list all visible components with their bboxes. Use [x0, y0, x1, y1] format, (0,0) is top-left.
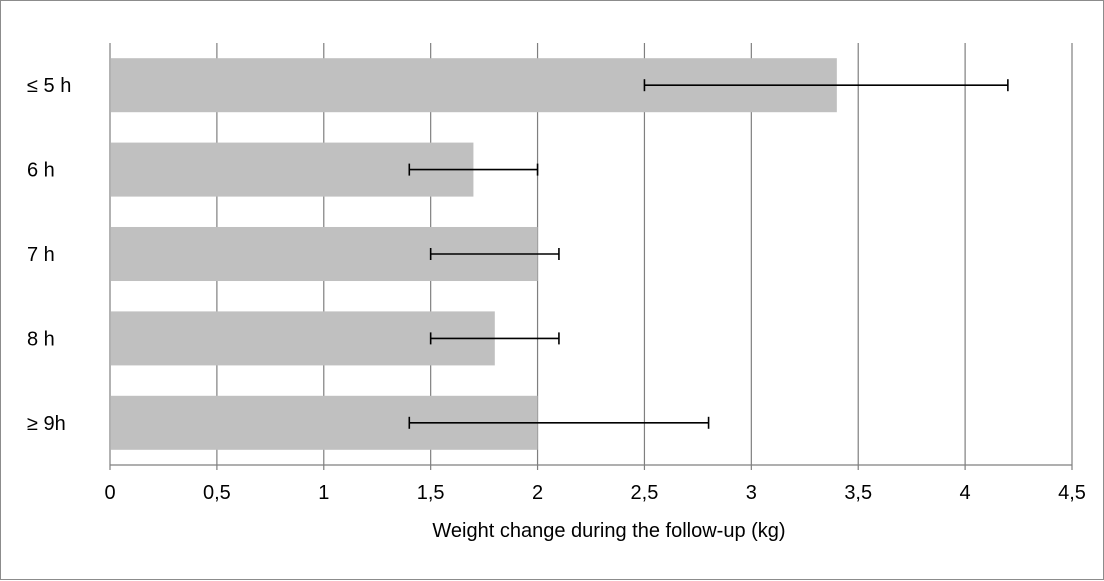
category-label: 6 h	[27, 160, 55, 182]
x-tick-label: 1	[318, 482, 329, 504]
x-tick-label: 1,5	[417, 482, 445, 504]
x-tick-label: 3	[746, 482, 757, 504]
x-axis-title: Weight change during the follow-up (kg)	[432, 520, 785, 542]
category-label: 7 h	[27, 244, 55, 266]
x-tick-label: 3,5	[844, 482, 872, 504]
x-tick-label: 0,5	[203, 482, 231, 504]
x-tick-labels: 0 0,5 1 1,5 2 2,5 3 3,5 4 4,5	[104, 482, 1085, 504]
x-tick-label: 0	[104, 482, 115, 504]
x-tick-label: 2,5	[631, 482, 659, 504]
category-labels: ≤ 5 h 6 h 7 h 8 h ≥ 9h	[27, 75, 71, 435]
axes	[109, 43, 1073, 470]
category-label: ≥ 9h	[27, 413, 66, 435]
category-label: ≤ 5 h	[27, 75, 71, 97]
x-tick-label: 2	[532, 482, 543, 504]
x-tick-label: 4	[960, 482, 971, 504]
x-tick-label: 4,5	[1058, 482, 1086, 504]
error-bars	[408, 79, 1009, 429]
category-label: 8 h	[27, 328, 55, 350]
gridlines	[216, 43, 1073, 465]
